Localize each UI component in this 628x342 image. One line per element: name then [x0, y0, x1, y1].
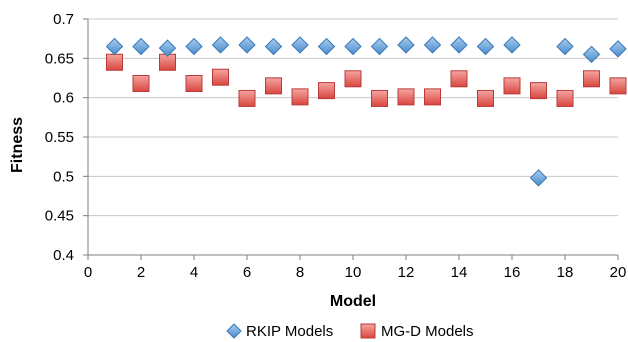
- legend-square-icon: [360, 323, 376, 339]
- y-tick-label: 0.7: [53, 11, 74, 28]
- x-tick-label: 12: [398, 264, 415, 281]
- mgd-point: [132, 75, 150, 93]
- x-tick-label: 10: [345, 264, 362, 281]
- mgd-point: [450, 70, 468, 88]
- rkip-point: [503, 36, 521, 54]
- y-tick-label: 0.65: [45, 50, 74, 67]
- rkip-point: [609, 40, 627, 58]
- rkip-point: [291, 36, 309, 54]
- rkip-point: [370, 37, 389, 56]
- mgd-point: [503, 77, 521, 95]
- axes: [83, 18, 619, 260]
- y-tick-label: 0.4: [53, 247, 74, 264]
- rkip-point: [344, 37, 362, 56]
- legend-item-mgd: MG-D Models: [360, 323, 474, 340]
- rkip-point: [397, 36, 415, 54]
- rkip-point: [556, 37, 574, 56]
- y-axis-title: Fitness: [9, 117, 26, 173]
- mgd-point: [106, 53, 123, 71]
- rkip-point: [450, 36, 468, 54]
- mgd-point: [556, 89, 574, 107]
- x-tick-label: 0: [84, 264, 92, 281]
- legend: RKIP Models MG-D Models: [226, 323, 474, 340]
- mgd-point: [344, 70, 362, 88]
- y-tick-label: 0.5: [53, 168, 74, 185]
- mgd-point: [212, 68, 229, 86]
- gridlines: [88, 18, 618, 217]
- legend-item-rkip: RKIP Models: [226, 323, 333, 340]
- x-tick-label: 2: [137, 264, 145, 281]
- x-tick-labels: 0 2 4 6 8 10 12 14 16 18 20: [84, 264, 627, 281]
- rkip-point: [529, 169, 548, 187]
- x-tick-label: 6: [243, 264, 251, 281]
- mgd-point: [371, 89, 388, 107]
- rkip-point: [264, 37, 283, 56]
- mgd-point: [185, 75, 203, 93]
- rkip-point: [105, 37, 124, 56]
- mgd-point: [318, 82, 335, 100]
- mgd-point: [397, 88, 415, 106]
- rkip-point: [185, 37, 203, 56]
- x-tick-label: 4: [190, 264, 198, 281]
- rkip-point: [423, 36, 442, 54]
- y-tick-labels: 0.4 0.45 0.5 0.55 0.6 0.65 0.7: [45, 11, 74, 264]
- x-tick-label: 8: [296, 264, 304, 281]
- mgd-point: [583, 70, 600, 88]
- mgd-point: [265, 77, 282, 95]
- x-tick-label: 16: [504, 264, 521, 281]
- y-tick-label: 0.45: [45, 208, 74, 225]
- x-tick-label: 18: [557, 264, 574, 281]
- data-series: [105, 36, 627, 187]
- mgd-point: [291, 88, 309, 106]
- rkip-point: [582, 45, 601, 64]
- legend-label-mgd: MG-D Models: [381, 323, 474, 340]
- x-axis-title: Model: [330, 293, 376, 310]
- legend-diamond-icon: [226, 323, 242, 339]
- mgd-point: [477, 89, 494, 107]
- x-tick-label: 20: [610, 264, 627, 281]
- mgd-point: [530, 82, 547, 100]
- mgd-point: [424, 88, 441, 106]
- mgd-series: [106, 53, 627, 107]
- rkip-point: [238, 36, 256, 54]
- rkip-point: [132, 37, 150, 56]
- rkip-point: [211, 36, 230, 54]
- rkip-point: [317, 37, 336, 56]
- mgd-point: [238, 89, 256, 107]
- x-tick-label: 14: [451, 264, 468, 281]
- rkip-series: [105, 36, 627, 187]
- legend-label-rkip: RKIP Models: [246, 323, 333, 340]
- rkip-point: [476, 37, 495, 56]
- y-tick-label: 0.55: [45, 129, 74, 146]
- mgd-point: [609, 77, 627, 95]
- rkip-point: [158, 39, 177, 57]
- y-tick-label: 0.6: [53, 90, 74, 107]
